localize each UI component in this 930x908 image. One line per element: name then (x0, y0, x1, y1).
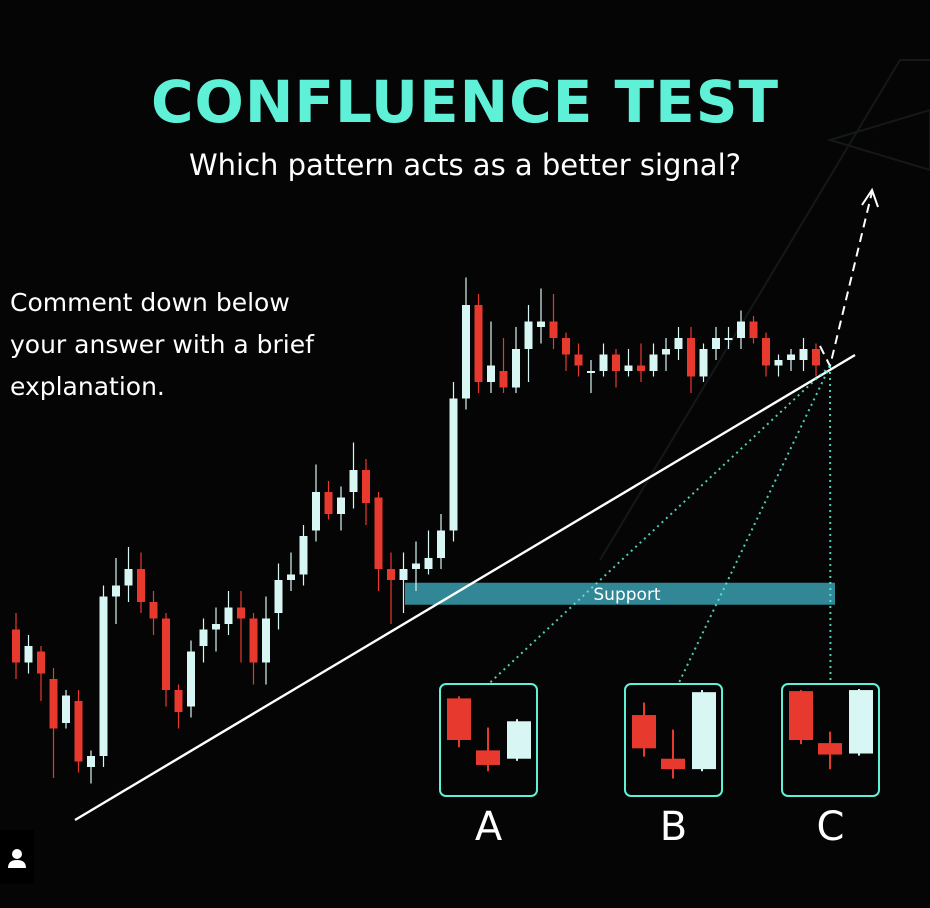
candle-body (362, 470, 370, 503)
candle-body (112, 585, 120, 597)
candle-body (499, 371, 508, 388)
candle-body (712, 338, 720, 349)
pattern-box (439, 683, 538, 797)
candle-body (49, 679, 58, 729)
pattern-candle-body (661, 758, 685, 770)
candle-body (612, 354, 620, 371)
pattern-candle-body (507, 721, 531, 759)
candle-body (299, 536, 308, 575)
candle-body (624, 365, 633, 371)
pattern-box (781, 683, 880, 797)
pattern-label: B (660, 804, 687, 850)
comment-line: explanation. (10, 372, 165, 401)
candle-body (262, 618, 270, 663)
candle-body (24, 646, 33, 663)
arrow-up-right-icon (861, 187, 879, 208)
pattern-candle-body (476, 750, 500, 765)
candle-body (762, 338, 770, 366)
candle-body (87, 756, 95, 767)
candle-body (537, 321, 545, 327)
pattern-candle-body (818, 743, 842, 755)
candle-body (587, 371, 595, 373)
pattern-candle-body (789, 691, 813, 740)
candle-body (599, 354, 608, 371)
comment-line: your answer with a brief (10, 330, 314, 359)
candle-body (324, 492, 333, 514)
candle-body (699, 349, 708, 377)
candle-body (199, 629, 208, 646)
page-title: CONFLUENCE TEST (150, 68, 780, 136)
connector-line (829, 365, 832, 685)
candle-body (124, 569, 133, 586)
candle-body (137, 569, 145, 602)
candle-body (462, 305, 470, 399)
pattern-candle-body (632, 715, 656, 749)
candle-body (274, 580, 283, 613)
candle-body (799, 349, 808, 360)
candle-body (12, 629, 20, 663)
support-label: Support (593, 585, 661, 605)
candle-body (787, 354, 795, 360)
user-icon (8, 849, 26, 868)
candle-body (399, 569, 408, 580)
pattern-candle-body (447, 698, 471, 740)
candle-body (724, 338, 733, 340)
candle-body (424, 558, 433, 569)
candle-body (662, 349, 670, 355)
candle-body (187, 651, 195, 707)
candle-body (149, 602, 158, 619)
candle-body (62, 695, 70, 723)
candle-body (687, 338, 695, 377)
background-decor (599, 59, 930, 561)
breakout-arrow (819, 191, 873, 369)
candle-body (549, 321, 558, 338)
candle-body (374, 497, 383, 569)
connector-line (487, 365, 831, 685)
candle-body (524, 321, 533, 349)
candle-body (812, 349, 820, 366)
candle-body (337, 497, 345, 514)
candle-body (174, 690, 183, 712)
candle-body (737, 321, 745, 338)
pattern-box (624, 683, 723, 797)
pattern-label: C (817, 804, 845, 850)
candle-body (749, 321, 758, 338)
pattern-candle-body (849, 690, 873, 754)
candle-body (562, 338, 570, 355)
candle-body (162, 618, 170, 690)
candle-body (287, 574, 295, 580)
candle-body (574, 354, 583, 366)
candle-body (649, 354, 658, 371)
candle-body (512, 349, 520, 388)
page-subtitle: Which pattern acts as a better signal? (188, 148, 742, 182)
candle-body (212, 624, 220, 630)
candle-body (37, 651, 45, 674)
candle-body (74, 701, 83, 762)
support-zone (405, 582, 835, 605)
candle-body (224, 607, 233, 624)
comment-line: Comment down below (10, 288, 290, 317)
trendline (74, 353, 856, 822)
candle-body (99, 596, 108, 756)
candle-body (774, 360, 783, 366)
candle-body (387, 569, 395, 580)
candle-body (674, 338, 683, 349)
candle-body (237, 607, 245, 619)
candle-body (412, 563, 420, 569)
candle-body (437, 530, 445, 558)
candle-body (637, 365, 645, 371)
candle-body (487, 365, 495, 382)
candle-body (449, 398, 458, 531)
candle-body (312, 492, 320, 531)
comment-prompt: Comment down below your answer with a br… (10, 282, 390, 408)
candle-body (474, 305, 483, 382)
pattern-label: A (475, 804, 503, 850)
user-badge[interactable] (0, 830, 34, 884)
candle-body (349, 470, 358, 492)
pattern-candle-body (692, 692, 716, 770)
connector-line (677, 365, 831, 685)
candle-body (249, 618, 258, 663)
